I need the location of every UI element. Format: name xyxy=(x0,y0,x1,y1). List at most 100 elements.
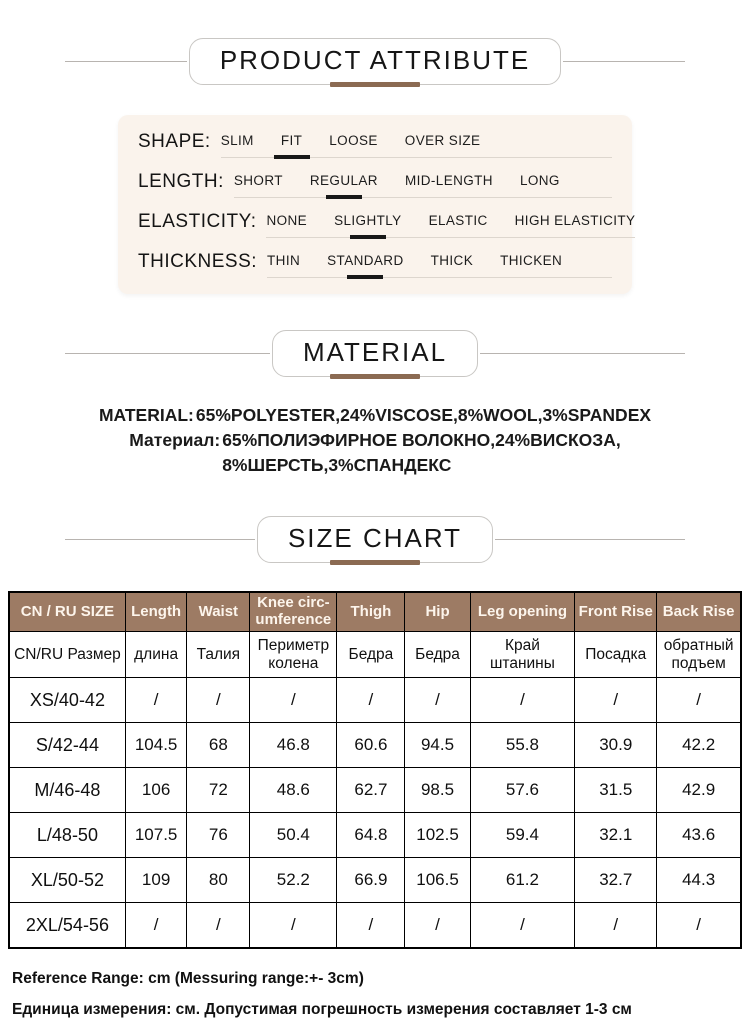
column-header: Thigh xyxy=(336,591,406,632)
measurement-cell: / xyxy=(656,902,742,949)
measurement-cell: / xyxy=(574,677,658,723)
material-text-en: 65%POLYESTER,24%VISCOSE,8%WOOL,3%SPANDEX xyxy=(195,405,652,425)
attribute-option: HIGH ELASTICITY xyxy=(514,213,636,228)
section-product-attribute: PRODUCT ATTRIBUTE SHAPE: SLIM FIT LOOSE OVER… xyxy=(0,0,750,294)
measurement-cell: 66.9 xyxy=(336,857,406,903)
measurement-cell: 42.9 xyxy=(656,767,742,813)
attribute-option: LOOSE xyxy=(329,133,378,148)
title-accent-bar xyxy=(330,560,420,565)
decorative-line-left xyxy=(65,539,255,540)
size-chart-header-en: CN / RU SIZE Length Waist Knee circ- umfere… xyxy=(8,591,742,632)
column-header: Leg opening xyxy=(469,591,576,632)
material-text-ru: 65%ПОЛИЭФИРНОЕ ВОЛОКНО,24%ВИСКОЗА, 8%ШЕР… xyxy=(222,430,621,475)
column-header: Waist xyxy=(186,591,251,632)
measurement-cell: / xyxy=(249,902,338,949)
measurement-cell: 42.2 xyxy=(656,722,742,768)
measurement-cell: 57.6 xyxy=(469,767,576,813)
measurement-cell: 60.6 xyxy=(336,722,406,768)
size-chart-title: SIZE CHART xyxy=(287,523,463,553)
measurement-cell: 55.8 xyxy=(469,722,576,768)
measurement-cell: 68 xyxy=(186,722,251,768)
material-title: MATERIAL xyxy=(302,337,448,367)
measurement-cell: 59.4 xyxy=(469,812,576,858)
column-header: CN / RU SIZE xyxy=(8,591,126,632)
measurement-cell: 61.2 xyxy=(469,857,576,903)
column-header: обратный подъем xyxy=(656,631,742,678)
product-attribute-title-row: PRODUCT ATTRIBUTE xyxy=(0,38,750,87)
attribute-option: SLIM xyxy=(220,133,254,148)
measurement-cell: 72 xyxy=(186,767,251,813)
size-chart-header-ru: CN/RU Размер длина Талия Периметр колена Бед… xyxy=(8,631,742,678)
material-label-ru: Материал: xyxy=(129,430,221,450)
measurement-cell: / xyxy=(186,902,251,949)
attribute-option-selected: SLIGHTLY xyxy=(334,213,401,237)
size-row: XL/50-52 109 80 52.2 66.9 106.5 61.2 32.7 44.3 xyxy=(8,857,742,903)
measurement-cell: 64.8 xyxy=(336,812,406,858)
measurement-cell: 109 xyxy=(124,857,188,903)
section-material: MATERIAL MATERIAL: 65%POLYESTER,24%VISCO… xyxy=(0,294,750,478)
measurement-cell: 80 xyxy=(186,857,251,903)
measurement-cell: 76 xyxy=(186,812,251,858)
measurement-cell: / xyxy=(656,677,742,723)
column-header: Front Rise xyxy=(574,591,658,632)
size-label-cell: 2XL/54-56 xyxy=(8,902,126,949)
size-chart-table: CN / RU SIZE Length Waist Knee circ- umfere… xyxy=(8,591,742,949)
attribute-options: SLIM FIT LOOSE OVER SIZE xyxy=(220,133,612,158)
measurement-cell: / xyxy=(186,677,251,723)
attribute-options: SHORT REGULAR MID-LENGTH LONG xyxy=(233,173,612,198)
measurement-cell: 48.6 xyxy=(249,767,338,813)
attribute-option: LONG xyxy=(519,173,560,188)
measurement-cell: / xyxy=(574,902,658,949)
section-size-chart: SIZE CHART CN / RU SIZE Length Waist Knee c… xyxy=(0,478,750,1025)
measurement-note-ru: Единица измерения: см. Допустимая погреш… xyxy=(12,1001,632,1018)
attribute-option: THICKEN xyxy=(500,253,563,268)
decorative-line-right xyxy=(480,353,686,354)
measurement-cell: 106 xyxy=(124,767,188,813)
size-row: XS/40-42// / / / / / / xyxy=(8,677,742,723)
material-title-box: MATERIAL xyxy=(271,330,479,379)
column-header: длина xyxy=(124,631,188,678)
material-line-ru: Материал: 65%ПОЛИЭФИРНОЕ ВОЛОКНО,24%ВИСК… xyxy=(69,428,681,478)
material-label-en: MATERIAL: xyxy=(98,405,194,425)
attribute-options: NONE SLIGHTLY ELASTIC HIGH ELASTICITY xyxy=(266,213,636,238)
column-header: Периметр колена xyxy=(249,631,338,678)
decorative-line-left xyxy=(65,61,187,62)
attribute-card: SHAPE: SLIM FIT LOOSE OVER SIZE LENGTH: SHORT R… xyxy=(118,115,636,294)
measurement-cell: 31.5 xyxy=(574,767,658,813)
attribute-row: SHAPE: SLIM FIT LOOSE OVER SIZE xyxy=(138,131,612,158)
size-row: 2XL/54-56// / / / / / / xyxy=(8,902,742,949)
material-composition: MATERIAL: 65%POLYESTER,24%VISCOSE,8%WOOL… xyxy=(69,403,681,478)
attribute-label: THICKNESS: xyxy=(138,251,258,272)
title-accent-bar xyxy=(330,374,420,379)
column-header: CN/RU Размер xyxy=(8,631,126,678)
column-header: Back Rise xyxy=(656,591,742,632)
attribute-option: THICK xyxy=(430,253,474,268)
size-label-cell: L/48-50 xyxy=(8,812,126,858)
decorative-line-left xyxy=(65,353,270,354)
product-attribute-title: PRODUCT ATTRIBUTE xyxy=(219,45,531,75)
measurement-cell: / xyxy=(404,677,471,723)
measurement-cell: / xyxy=(469,677,576,723)
measurement-cell: / xyxy=(469,902,576,949)
measurement-cell: / xyxy=(124,902,188,949)
attribute-label: LENGTH: xyxy=(138,171,224,192)
column-header: Hip xyxy=(404,591,471,632)
measurement-notes: Reference Range: cm (Messuring range:+- … xyxy=(12,963,750,1025)
attribute-option: THIN xyxy=(267,253,301,268)
column-header: Бедра xyxy=(336,631,406,678)
measurement-cell: 62.7 xyxy=(336,767,406,813)
size-chart-title-row: SIZE CHART xyxy=(0,516,750,565)
measurement-cell: 94.5 xyxy=(404,722,471,768)
measurement-cell: / xyxy=(336,902,406,949)
size-row: S/42-44 104.5 68 46.8 60.6 94.5 55.8 30.9 42.2 xyxy=(8,722,742,768)
size-label-cell: M/46-48 xyxy=(8,767,126,813)
attribute-option-selected: REGULAR xyxy=(310,173,378,197)
decorative-line-right xyxy=(563,61,686,62)
product-attribute-title-box: PRODUCT ATTRIBUTE xyxy=(188,38,562,87)
attribute-option-selected: FIT xyxy=(281,133,302,157)
size-label-cell: S/42-44 xyxy=(8,722,126,768)
measurement-cell: / xyxy=(124,677,188,723)
measurement-cell: 52.2 xyxy=(249,857,338,903)
column-header: Knee circ- umference xyxy=(249,591,338,632)
measurement-cell: / xyxy=(249,677,338,723)
